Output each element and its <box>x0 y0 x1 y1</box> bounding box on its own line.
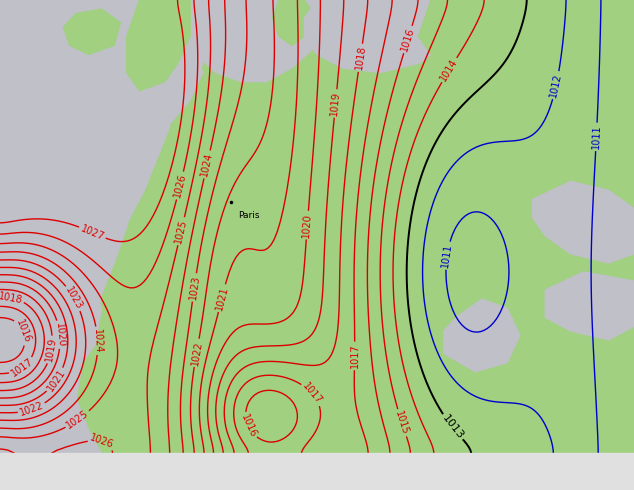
Text: Fr 31-05-2024 12:00 UTC (18+114): Fr 31-05-2024 12:00 UTC (18+114) <box>411 461 628 471</box>
Text: Paris: Paris <box>238 211 259 220</box>
Polygon shape <box>127 0 203 181</box>
Text: 1027: 1027 <box>79 223 106 242</box>
Text: 1017: 1017 <box>10 357 36 379</box>
Text: 1022: 1022 <box>190 340 204 366</box>
Polygon shape <box>0 272 101 399</box>
Text: 1026: 1026 <box>172 172 188 199</box>
Text: 1025: 1025 <box>65 409 91 431</box>
Text: 1022: 1022 <box>18 400 45 418</box>
Text: 1023: 1023 <box>188 274 201 300</box>
Text: 1017: 1017 <box>349 343 359 368</box>
Text: 1016: 1016 <box>14 318 32 345</box>
Text: 1018: 1018 <box>354 45 367 71</box>
Text: 1016: 1016 <box>399 26 417 53</box>
Text: 1014: 1014 <box>439 57 460 83</box>
Text: 1017: 1017 <box>301 381 324 406</box>
Text: 1019: 1019 <box>330 91 342 116</box>
Polygon shape <box>190 0 330 82</box>
Text: 1015: 1015 <box>394 410 410 436</box>
Text: ©weatheronline.co.uk: ©weatheronline.co.uk <box>510 480 628 490</box>
Polygon shape <box>545 272 634 340</box>
Text: 1020: 1020 <box>53 322 66 347</box>
Text: Surface pressure [hPa] ECMWF: Surface pressure [hPa] ECMWF <box>6 463 195 473</box>
Text: 1013: 1013 <box>440 413 465 441</box>
Text: 1025: 1025 <box>174 218 189 245</box>
Text: 1020: 1020 <box>301 213 313 238</box>
Text: 1024: 1024 <box>92 328 103 353</box>
Text: 1011: 1011 <box>441 243 454 269</box>
Polygon shape <box>273 0 317 46</box>
Text: 1026: 1026 <box>89 432 115 450</box>
Polygon shape <box>63 9 120 54</box>
Polygon shape <box>127 0 190 91</box>
Text: 1021: 1021 <box>45 368 67 393</box>
Polygon shape <box>533 181 634 263</box>
Polygon shape <box>0 0 216 453</box>
Text: 1011: 1011 <box>591 124 602 149</box>
Polygon shape <box>76 0 634 453</box>
Text: 1021: 1021 <box>214 285 230 311</box>
Text: 1016: 1016 <box>238 413 257 439</box>
Polygon shape <box>304 0 456 73</box>
Text: 1019: 1019 <box>44 337 58 363</box>
Text: 1024: 1024 <box>200 151 215 177</box>
Polygon shape <box>444 299 520 371</box>
Polygon shape <box>418 0 533 64</box>
Text: 1023: 1023 <box>63 285 84 311</box>
Text: 1012: 1012 <box>548 72 564 98</box>
Text: 1018: 1018 <box>0 291 23 305</box>
